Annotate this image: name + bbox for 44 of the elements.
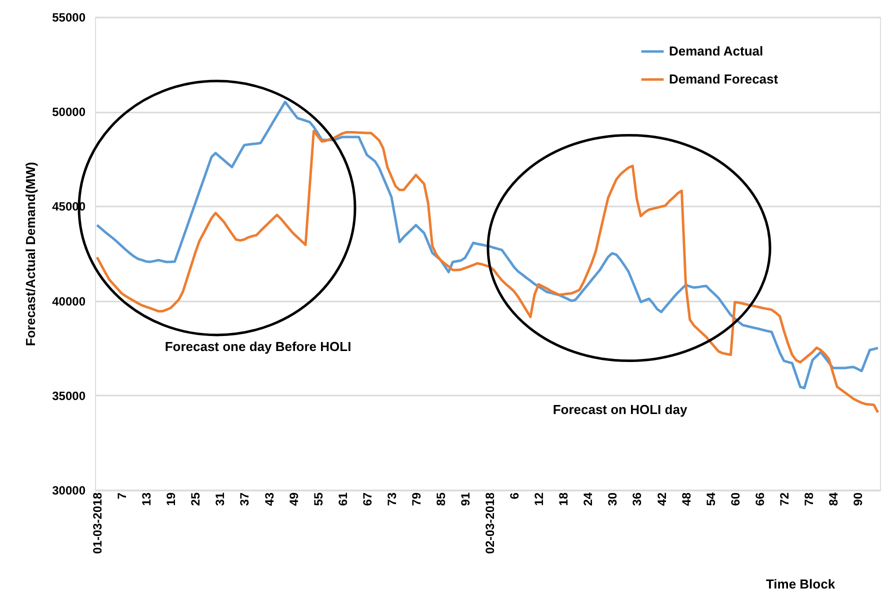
x-tick-label: 72 <box>777 492 792 506</box>
annotation: Forecast on HOLI day <box>552 402 688 417</box>
x-tick-label: 13 <box>140 492 154 506</box>
x-tick-label: 67 <box>360 492 374 506</box>
x-tick-label: 78 <box>802 492 816 506</box>
x-tick-label: 85 <box>434 492 448 506</box>
x-tick-label: 60 <box>728 492 742 506</box>
x-axis-title: Time Block <box>766 576 836 590</box>
x-tick-label: 37 <box>238 492 252 506</box>
line-series <box>96 100 880 390</box>
x-tick-label: 43 <box>262 492 276 506</box>
y-tick-label: 30000 <box>52 484 86 498</box>
y-tick-label: 55000 <box>52 10 86 24</box>
x-tick-label: 42 <box>654 492 669 506</box>
y-tick-label: 35000 <box>52 388 86 403</box>
x-tick-label: 79 <box>409 492 424 506</box>
x-tick-label: 24 <box>581 492 596 506</box>
x-tick-label: 73 <box>384 492 399 506</box>
y-tick-label: 50000 <box>52 105 86 120</box>
x-tick-label: 91 <box>458 492 473 506</box>
x-tick-label: 01-03-2018 <box>90 492 105 554</box>
x-tick-label: 19 <box>164 492 178 506</box>
x-tick-label: 36 <box>630 492 644 506</box>
legend-label: Demand Forecast <box>669 72 779 86</box>
x-tick-label: 55 <box>311 492 326 506</box>
legend-label: Demand Actual <box>669 44 764 58</box>
x-tick-label: 90 <box>851 492 866 506</box>
x-tick-label: 48 <box>679 492 694 506</box>
x-tick-label: 31 <box>213 492 228 506</box>
x-tick-label: 49 <box>286 492 301 506</box>
x-tick-label: 61 <box>336 492 350 506</box>
y-tick-label: 40000 <box>52 294 86 308</box>
x-tick-label: 02-03-2018 <box>483 492 498 554</box>
x-tick-label: 66 <box>752 492 767 506</box>
x-tick-label: 25 <box>188 492 203 506</box>
x-tick-label: 54 <box>704 492 718 506</box>
x-tick-label: 12 <box>532 492 546 506</box>
x-tick-label: 18 <box>556 492 571 506</box>
x-tick-label: 30 <box>606 492 620 506</box>
x-tick-label: 6 <box>508 492 522 500</box>
annotation: Forecast one day Before HOLI <box>164 339 352 354</box>
x-tick-label: 7 <box>115 492 130 500</box>
y-axis-title: Forecast/Actual Demand(MW) <box>23 162 38 346</box>
x-tick-label: 84 <box>826 492 840 506</box>
